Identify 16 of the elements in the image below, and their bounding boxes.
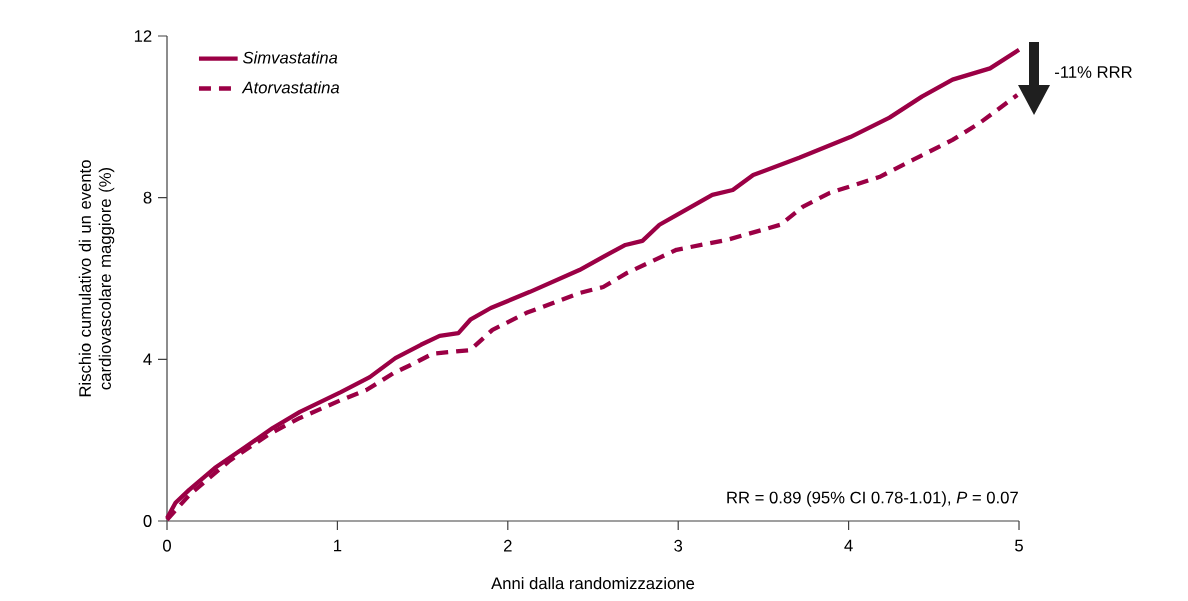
y-tick-label: 0 [143,515,152,527]
x-tick-label: 1 [334,539,342,552]
text: -11% RRR [1055,66,1132,78]
x-tick-label: 5 [1015,539,1023,552]
y-tick-label: 4 [143,353,152,366]
y-tick-label: 8 [143,191,152,204]
x-tick-label: 3 [674,539,683,552]
x-tick-label: 0 [163,539,171,552]
y-axis-title: Rischio cumulativo di un evento cardiovascolare maggiore (%) [78,160,115,397]
x-tick-label: 4 [844,539,853,552]
annotation: RR = 0.89 (95% CI 0.78-1.01), P = 0.07 [727,491,1018,507]
legend-label: Simvastatina [242,51,338,64]
x-axis-title: Anni dalla randomizzazione [491,576,695,590]
x-tick-label: 2 [504,539,512,552]
y-tick-label: 12 [134,30,152,42]
legend-label: Atorvastatina [241,81,340,94]
